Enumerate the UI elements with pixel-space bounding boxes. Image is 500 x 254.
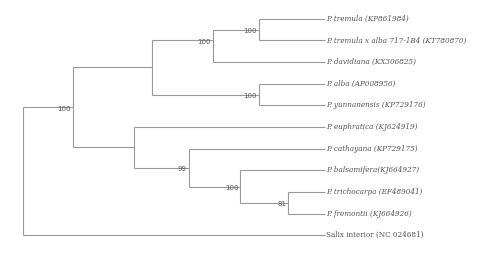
Text: P. fremontii (KJ664926): P. fremontii (KJ664926) [326, 210, 412, 218]
Text: P. balsamifera(KJ664927): P. balsamifera(KJ664927) [326, 166, 419, 174]
Text: Salix interior (NC 024681): Salix interior (NC 024681) [326, 231, 424, 239]
Text: P. trichocarpa (EF489041): P. trichocarpa (EF489041) [326, 188, 422, 196]
Text: P. davidiana (KX306825): P. davidiana (KX306825) [326, 58, 416, 66]
Text: 100: 100 [198, 39, 211, 45]
Text: P. cathayana (KP729175): P. cathayana (KP729175) [326, 145, 418, 153]
Text: P. tremula x alba 717-1B4 (KT780870): P. tremula x alba 717-1B4 (KT780870) [326, 36, 466, 44]
Text: P. yunnanensis (KP729176): P. yunnanensis (KP729176) [326, 101, 426, 109]
Text: 100: 100 [58, 106, 71, 112]
Text: P. tremula (KP861984): P. tremula (KP861984) [326, 15, 409, 23]
Text: 100: 100 [225, 185, 238, 191]
Text: P. euphratica (KJ624919): P. euphratica (KJ624919) [326, 123, 418, 131]
Text: 100: 100 [243, 93, 256, 99]
Text: P. alba (AP008956): P. alba (AP008956) [326, 80, 396, 88]
Text: 100: 100 [243, 28, 256, 34]
Text: 99: 99 [178, 166, 187, 172]
Text: 81: 81 [277, 201, 286, 207]
